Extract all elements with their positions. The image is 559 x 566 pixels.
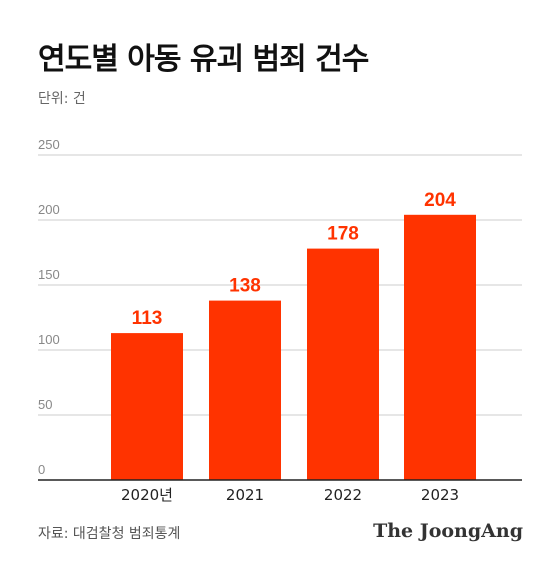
bar-2022 [307, 248, 379, 480]
x-tick-label-2023: 2023 [421, 486, 459, 504]
source-note: 자료: 대검찰청 범죄통계 [38, 526, 181, 542]
unit-label: 단위: 건 [38, 91, 86, 107]
y-tick-label-250: 250 [38, 137, 60, 152]
bar-2020년 [111, 333, 183, 480]
bar-2021 [209, 300, 281, 480]
data-label-2023: 204 [424, 190, 456, 211]
y-tick-label-0: 0 [38, 462, 45, 477]
publisher-logo: The JoongAng [373, 520, 523, 542]
x-tick-label-2020년: 2020년 [121, 486, 173, 504]
y-tick-label-50: 50 [38, 397, 52, 412]
x-tick-label-2022: 2022 [324, 486, 362, 504]
y-tick-label-200: 200 [38, 202, 60, 217]
y-tick-label-150: 150 [38, 267, 60, 282]
data-label-2020년: 113 [132, 308, 163, 329]
data-label-2021: 138 [229, 276, 261, 297]
y-tick-label-100: 100 [38, 332, 60, 347]
bar-2023 [404, 214, 476, 481]
data-label-2022: 178 [327, 224, 359, 245]
x-tick-label-2021: 2021 [226, 486, 264, 504]
chart-title: 연도별 아동 유괴 범죄 건수 [38, 42, 369, 77]
